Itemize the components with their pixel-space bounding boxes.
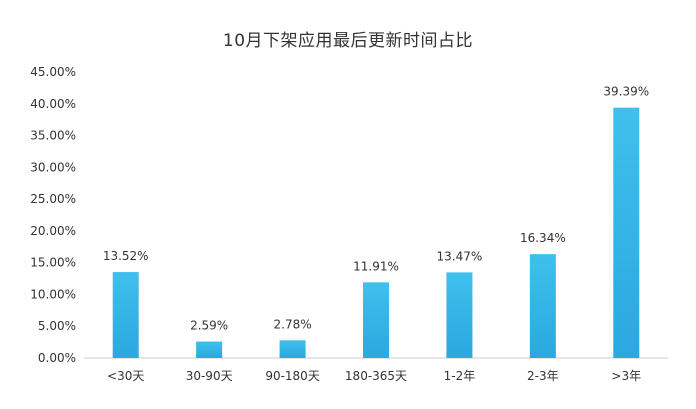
y-tick-label: 15.00% [30, 256, 76, 270]
bar-value-label: 2.59% [190, 319, 228, 333]
bar-value-label: 13.52% [103, 249, 149, 263]
bar [613, 107, 640, 358]
y-tick-label: 0.00% [38, 351, 76, 365]
y-tick-label: 40.00% [30, 97, 76, 111]
bar [279, 340, 306, 358]
y-tick-label: 25.00% [30, 192, 76, 206]
bar-value-label: 16.34% [520, 231, 566, 245]
x-tick-label: 2-3年 [527, 369, 559, 383]
y-tick-label: 10.00% [30, 287, 76, 301]
bar [112, 272, 139, 358]
bar [196, 341, 223, 358]
y-tick-label: 5.00% [38, 319, 76, 333]
bar-value-label: 2.78% [274, 317, 312, 331]
x-tick-label: <30天 [107, 369, 144, 383]
x-tick-label: 180-365天 [345, 369, 407, 383]
y-tick-label: 35.00% [30, 129, 76, 143]
y-tick-label: 30.00% [30, 160, 76, 174]
chart-title: 10月下架应用最后更新时间占比 [222, 31, 474, 51]
y-tick-label: 45.00% [30, 65, 76, 79]
x-tick-label: 30-90天 [186, 369, 233, 383]
x-tick-label: 90-180天 [265, 369, 320, 383]
bar [363, 282, 389, 358]
bar [446, 272, 473, 358]
x-tick-label: >3年 [611, 369, 641, 383]
bar-value-label: 11.91% [353, 259, 399, 273]
bar-value-label: 39.39% [603, 85, 649, 99]
bar-value-label: 13.47% [437, 249, 483, 263]
y-tick-label: 20.00% [30, 224, 76, 238]
x-tick-label: 1-2年 [444, 369, 476, 383]
bar [529, 254, 556, 358]
